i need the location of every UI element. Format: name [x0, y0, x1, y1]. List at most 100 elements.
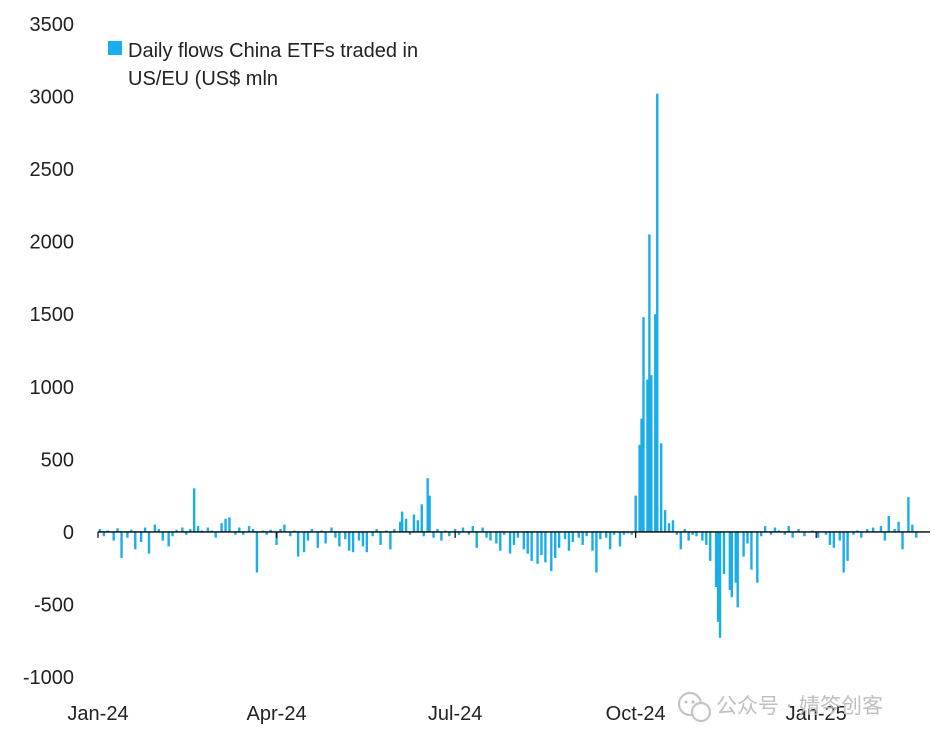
- bar: [310, 528, 314, 532]
- bar: [634, 495, 637, 532]
- bar: [714, 531, 718, 588]
- bar: [98, 528, 102, 532]
- bar: [481, 527, 484, 532]
- bar: [871, 527, 875, 532]
- bar: [440, 531, 443, 541]
- bar: [351, 531, 355, 553]
- bar: [444, 530, 447, 532]
- bar: [475, 531, 478, 548]
- bar: [206, 527, 210, 532]
- bar: [595, 531, 598, 573]
- bar: [357, 531, 361, 541]
- bar: [866, 528, 869, 532]
- bar: [750, 531, 753, 570]
- bar: [471, 526, 474, 532]
- x-tick-label: Apr-24: [247, 703, 307, 725]
- bar: [196, 526, 200, 532]
- y-axis-tick-labels: -1000 -500 0 500 1000 1500 2000 2500 3000 3500: [23, 14, 74, 689]
- bar: [192, 488, 196, 532]
- bar: [530, 531, 533, 561]
- bar: [828, 531, 832, 545]
- bar: [728, 531, 732, 590]
- bar: [181, 527, 184, 532]
- bar: [334, 531, 337, 538]
- bar: [344, 531, 347, 540]
- bar: [157, 528, 161, 532]
- bar: [426, 478, 429, 532]
- bar: [112, 531, 115, 541]
- bar: [773, 527, 777, 532]
- bar: [116, 528, 119, 532]
- bar: [275, 531, 278, 545]
- bar: [461, 527, 465, 532]
- bar: [581, 531, 584, 545]
- bar: [907, 497, 910, 532]
- legend-label-line: US/EU (US$ mln: [128, 68, 278, 90]
- bar: [540, 531, 543, 556]
- bar: [375, 528, 378, 532]
- bar: [777, 530, 781, 532]
- bar: [185, 531, 188, 535]
- bar: [536, 531, 539, 564]
- bar: [856, 530, 859, 532]
- x-tick-label: Jan-25: [786, 703, 847, 725]
- bar: [485, 531, 488, 538]
- bar: [499, 531, 502, 551]
- legend-swatch: [108, 41, 122, 55]
- bar: [893, 528, 896, 532]
- bar: [648, 234, 651, 532]
- bar: [400, 511, 404, 532]
- bar: [279, 528, 282, 532]
- bar: [722, 531, 726, 574]
- bar: [656, 93, 659, 532]
- bar: [238, 527, 241, 532]
- bar: [228, 517, 231, 532]
- bar: [622, 531, 626, 535]
- bar: [134, 531, 137, 550]
- bar: [605, 531, 608, 538]
- bar: [797, 528, 800, 532]
- bar: [883, 531, 887, 541]
- bar: [265, 531, 268, 535]
- bar: [769, 531, 773, 535]
- bar: [591, 531, 594, 551]
- bar: [683, 528, 686, 532]
- bar: [347, 531, 351, 551]
- bar: [393, 528, 396, 532]
- bar: [554, 531, 557, 559]
- y-tick-label: 3000: [30, 87, 75, 109]
- legend-label-line: Daily flows China ETFs traded in: [128, 40, 418, 62]
- bar: [283, 524, 286, 532]
- bar: [557, 531, 561, 548]
- bar: [638, 444, 641, 532]
- bar: [296, 531, 300, 557]
- bar: [224, 518, 227, 532]
- bar: [200, 530, 204, 532]
- bar: [153, 524, 157, 532]
- bar: [261, 530, 265, 532]
- bar: [255, 531, 259, 573]
- bar: [436, 528, 439, 532]
- bar: [746, 531, 749, 544]
- bar: [756, 531, 759, 583]
- y-tick-label: 1000: [30, 377, 75, 399]
- bar: [816, 531, 820, 538]
- bar: [302, 531, 306, 553]
- bar: [120, 531, 123, 559]
- bar: [667, 523, 671, 532]
- bar: [320, 530, 323, 532]
- bar: [630, 531, 633, 535]
- bar: [675, 531, 679, 535]
- bar: [824, 531, 828, 535]
- bar: [783, 531, 786, 535]
- bar: [691, 531, 694, 535]
- bar: [457, 531, 461, 535]
- bar: [671, 520, 675, 532]
- bar: [220, 523, 223, 532]
- bar: [453, 528, 457, 532]
- bar: [659, 443, 663, 532]
- bar: [832, 531, 836, 548]
- bar: [650, 375, 653, 532]
- bar: [612, 531, 616, 535]
- bar: [577, 531, 580, 538]
